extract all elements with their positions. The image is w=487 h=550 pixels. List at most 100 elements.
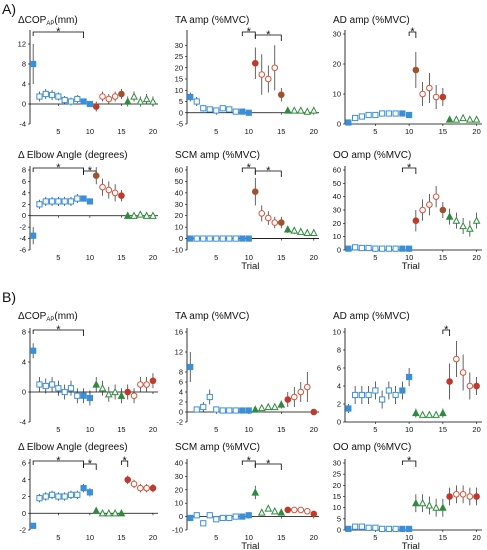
significance-star: * xyxy=(56,324,61,336)
y-tick-label: 4 xyxy=(22,80,26,89)
chart-title: SCM amp (%MVC) xyxy=(175,150,260,161)
title-tail: (mm) xyxy=(54,15,77,26)
data-point xyxy=(30,522,37,529)
y-tick-label: 8 xyxy=(337,346,341,355)
data-point xyxy=(42,90,49,98)
data-point xyxy=(258,71,266,78)
y-tick-label: 8 xyxy=(22,60,26,69)
x-tick-label: 20 xyxy=(149,253,157,262)
x-tick-label: 5 xyxy=(373,533,377,542)
x-tick-label: 15 xyxy=(277,533,285,542)
data-point xyxy=(345,405,352,412)
data-point xyxy=(466,224,474,232)
data-point xyxy=(418,410,427,418)
x-tick-label: 15 xyxy=(277,253,285,262)
data-point xyxy=(309,106,318,114)
data-point xyxy=(270,506,279,515)
x-tick-label: 20 xyxy=(472,425,480,434)
y-tick-label: 10 xyxy=(333,503,341,512)
x-tick-label: 5 xyxy=(214,127,218,136)
y-tick-label: 0 xyxy=(337,120,341,129)
significance-bracket xyxy=(401,460,417,467)
data-point xyxy=(303,107,312,115)
x-tick-label: 20 xyxy=(310,425,318,434)
x-tick-label: 5 xyxy=(373,425,377,434)
x-tick-label: 10 xyxy=(405,533,413,542)
data-point xyxy=(392,391,399,399)
data-point xyxy=(264,214,272,222)
data-point xyxy=(406,525,413,532)
y-tick-label: 2 xyxy=(22,492,26,501)
data-point xyxy=(392,245,399,252)
y-tick-label: 30 xyxy=(175,472,183,481)
significance-bracket xyxy=(83,463,97,470)
x-tick-label: 15 xyxy=(117,253,125,262)
chart-B6: OO amp (%MVC) 30 25 20 15 10 5 0 5 10 15 20 Trial * xyxy=(333,442,482,550)
data-point xyxy=(123,97,132,105)
data-point xyxy=(358,391,365,399)
chart-title: AD amp (%MVC) xyxy=(333,15,410,26)
data-point xyxy=(130,92,138,100)
y-tick-label: -10 xyxy=(172,246,183,255)
data-point xyxy=(432,503,440,511)
y-tick-label: 8 xyxy=(22,328,26,337)
data-point xyxy=(219,235,226,242)
significance-star: * xyxy=(266,165,271,177)
data-point xyxy=(104,389,113,398)
data-point xyxy=(36,201,43,208)
data-point xyxy=(284,506,292,514)
data-point xyxy=(142,211,151,219)
y-tick-label: 10 xyxy=(175,223,183,232)
data-point xyxy=(425,501,434,509)
title-sub: AP xyxy=(46,21,54,27)
y-tick-label: 0 xyxy=(337,418,341,427)
data-point xyxy=(239,108,246,115)
data-point xyxy=(466,493,474,500)
data-point xyxy=(283,225,292,233)
data-point xyxy=(310,510,318,518)
data-point xyxy=(358,244,365,252)
data-point xyxy=(219,105,226,112)
x-tick-label: 5 xyxy=(56,253,60,262)
y-tick-label: 10 xyxy=(333,90,341,99)
data-point xyxy=(466,115,474,123)
data-point xyxy=(379,525,386,532)
data-point xyxy=(245,407,252,414)
data-point xyxy=(257,508,266,516)
data-point xyxy=(399,110,406,117)
data-point xyxy=(406,245,413,252)
y-tick-label: 0 xyxy=(22,388,26,397)
data-point xyxy=(365,524,372,531)
y-tick-label: 4 xyxy=(22,475,26,484)
data-point xyxy=(232,235,239,242)
significance-star: * xyxy=(407,455,412,467)
data-point xyxy=(277,400,286,408)
x-tick-label: 20 xyxy=(472,253,480,262)
data-point xyxy=(80,485,87,492)
y-tick-label: -4 xyxy=(19,418,26,427)
chart-A3: AD amp (%MVC) 30 20 10 0 5 10 15 20 * xyxy=(333,15,482,136)
y-tick-label: 20 xyxy=(175,485,183,494)
data-point xyxy=(206,393,213,401)
y-tick-label: 6 xyxy=(337,364,341,373)
data-point xyxy=(213,235,220,242)
data-point xyxy=(67,98,75,105)
data-point xyxy=(206,512,213,519)
data-point xyxy=(98,508,107,517)
chart-A5: SCM amp (%MVC) 60 50 40 30 20 10 0 -10 5 10 15 20 Tri… xyxy=(172,150,319,272)
y-tick-label: -2 xyxy=(19,526,26,535)
data-point xyxy=(345,525,352,532)
data-point xyxy=(358,523,365,530)
data-point xyxy=(67,385,75,392)
y-tick-label: 12 xyxy=(18,40,26,49)
data-point xyxy=(55,385,62,392)
chart-title: OO amp (%MVC) xyxy=(333,442,411,453)
significance-star: * xyxy=(247,162,252,174)
data-point xyxy=(74,491,81,498)
data-point xyxy=(86,100,94,108)
data-point xyxy=(30,347,37,354)
data-point xyxy=(226,106,233,113)
y-tick-label: 50 xyxy=(333,179,341,188)
